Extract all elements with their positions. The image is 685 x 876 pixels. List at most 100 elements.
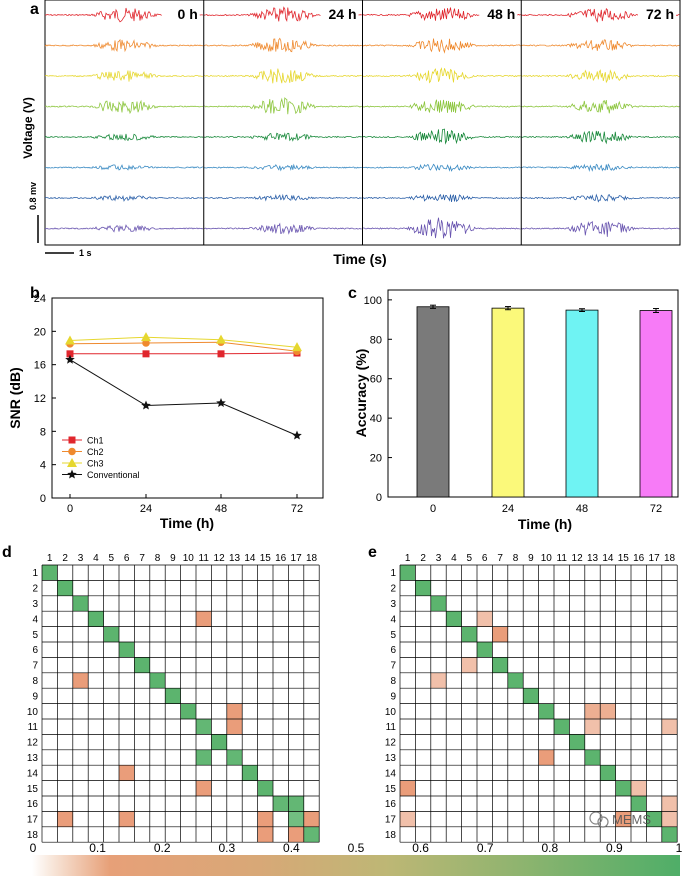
marker-star: [65, 354, 75, 364]
matrix-cell-diagonal: [42, 565, 58, 581]
colorbar-ticks: 0 0.1 0.2 0.3 0.4 0.5 0.6 0.7 0.8 0.9 1: [30, 841, 683, 855]
matrix-cell-diagonal: [103, 626, 119, 642]
panel-c-xlabel: Time (h): [518, 516, 572, 532]
panel-e: e 11223344556677889910101111121213131414…: [368, 544, 678, 843]
matrix-cell: [196, 611, 212, 627]
matrix-cell-diagonal: [165, 688, 181, 704]
matrix-cell: [57, 811, 73, 827]
matrix-row-label: 15: [27, 784, 39, 795]
eeg-trace: [45, 224, 204, 233]
colorbar-tick-label: 0.4: [283, 841, 300, 855]
bar-72h: [639, 310, 673, 498]
xtick-label-b: 48: [215, 503, 227, 515]
matrix-cell-diagonal: [615, 780, 631, 796]
ytick-label-c: 80: [370, 334, 382, 346]
matrix-col-label: 4: [451, 553, 457, 564]
matrix-row-label: 13: [27, 753, 39, 764]
matrix-col-label: 7: [497, 553, 503, 564]
matrix-cell: [72, 672, 89, 689]
matrix-col-label: 7: [139, 553, 145, 564]
matrix-col-label: 9: [528, 553, 534, 564]
marker-star: [292, 430, 302, 440]
matrix-cell: [303, 811, 320, 827]
panel-e-label: e: [368, 544, 377, 561]
eeg-trace: [203, 68, 362, 84]
matrix-row-label: 6: [390, 645, 396, 656]
matrix-row-label: 5: [32, 630, 38, 641]
matrix-col-label: 11: [557, 553, 568, 564]
panel-d: d 11223344556677889910101111121213131414…: [2, 544, 320, 843]
matrix-cell: [400, 811, 416, 827]
confusion-matrix-d: 1122334455667788991010111112121313141415…: [27, 553, 320, 843]
panel-b-label: b: [30, 285, 40, 302]
matrix-row-label: 16: [27, 799, 39, 810]
eeg-trace: [362, 128, 521, 145]
matrix-col-label: 13: [229, 553, 241, 564]
matrix-col-label: 5: [109, 553, 115, 564]
matrix-row-label: 7: [32, 661, 38, 672]
xtick-label-b: 0: [67, 503, 73, 515]
panel-b-ylabel: SNR (dB): [7, 367, 23, 428]
colorbar-tick-label: 0.3: [218, 841, 235, 855]
xtick-label-b: 72: [291, 503, 303, 515]
matrix-cell: [492, 626, 508, 642]
matrix-col-label: 18: [306, 553, 318, 564]
marker-square: [142, 350, 150, 358]
matrix-cell-diagonal: [538, 703, 554, 719]
marker-square: [217, 350, 225, 358]
matrix-cell: [226, 719, 243, 735]
matrix-col-label: 6: [482, 553, 488, 564]
colorbar-tick-label: 0.6: [412, 841, 429, 855]
matrix-col-label: 15: [260, 553, 272, 564]
eeg-trace: [44, 164, 204, 171]
matrix-row-label: 11: [386, 722, 397, 733]
series-line-ch3: [69, 336, 298, 348]
marker-star: [141, 400, 151, 410]
panel-c-ticks: 0 20 40 60 80 100 0 24 48 72: [364, 295, 662, 515]
matrix-col-label: 18: [664, 553, 676, 564]
column-label: 72 h: [646, 6, 674, 22]
marker-star: [216, 398, 226, 407]
matrix-cell-diagonal: [149, 672, 166, 689]
eeg-trace: [521, 193, 680, 203]
matrix-cell-diagonal: [661, 826, 678, 843]
matrix-cell: [196, 749, 212, 766]
ytick-label-b: 4: [40, 460, 46, 472]
matrix-col-label: 14: [244, 553, 256, 564]
matrix-row-label: 11: [28, 722, 39, 733]
panel-b-xlabel: Time (h): [160, 515, 214, 531]
matrix-row-label: 4: [32, 614, 38, 625]
matrix-col-label: 3: [436, 553, 442, 564]
matrix-cell: [600, 703, 616, 719]
column-dividers: 0 h 24 h 48 h 72 h: [161, 0, 676, 245]
matrix-row-label: 14: [27, 768, 39, 779]
matrix-cell: [196, 780, 212, 796]
matrix-cell-diagonal: [477, 642, 493, 658]
xtick-label-c: 48: [576, 503, 588, 515]
series-line-conventional: [69, 359, 298, 436]
matrix-cell: [661, 719, 678, 735]
matrix-col-label: 12: [572, 553, 584, 564]
legend-label: Ch3: [87, 459, 104, 469]
column-label: 0 h: [178, 6, 198, 22]
xtick-label-c: 24: [502, 503, 514, 515]
wechat-icon-bubble: [597, 816, 609, 828]
matrix-col-label: 12: [214, 553, 226, 564]
wechat-icon: [589, 811, 603, 825]
xtick-label-c: 72: [650, 503, 662, 515]
colorbar-tick-label: 0.5: [348, 841, 365, 855]
matrix-col-label: 5: [467, 553, 473, 564]
eeg-trace: [44, 194, 204, 202]
matrix-row-label: 9: [390, 691, 396, 702]
colorbar-tick-label: 0.1: [89, 841, 106, 855]
matrix-col-label: 14: [602, 553, 614, 564]
matrix-cell: [661, 796, 678, 812]
watermark-text: MEMS: [612, 812, 651, 827]
matrix-col-label: 17: [649, 553, 661, 564]
matrix-row-label: 1: [32, 568, 38, 579]
matrix-row-label: 7: [390, 661, 396, 672]
ytick-label-c: 60: [370, 374, 382, 386]
